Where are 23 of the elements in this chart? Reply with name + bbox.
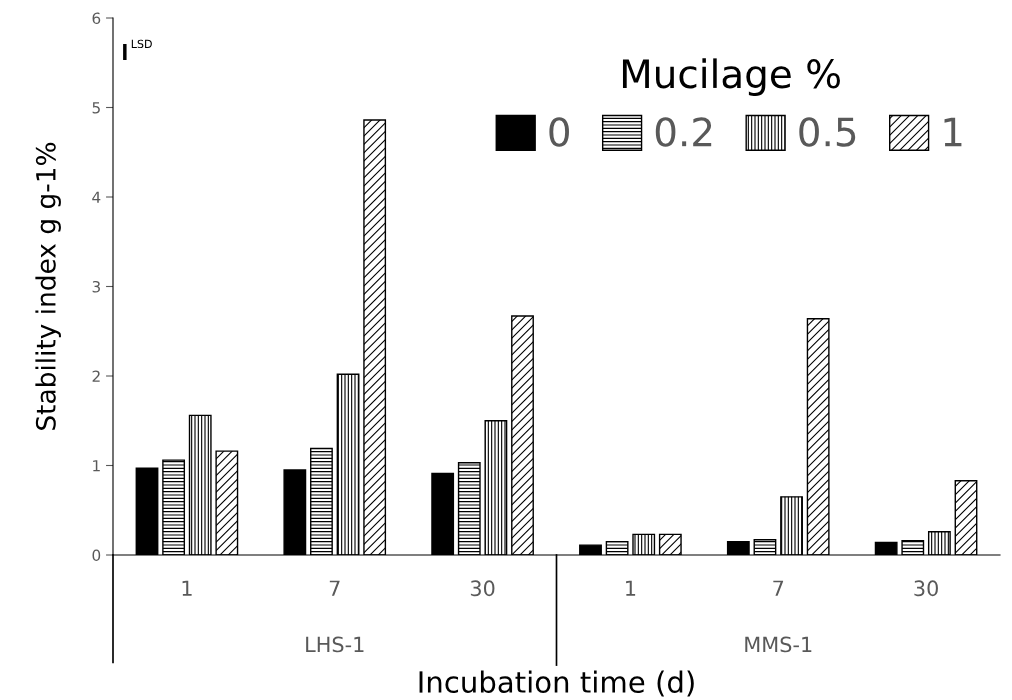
legend-label: 0.5 — [799, 117, 856, 147]
annotation: LSD — [131, 39, 152, 49]
y-tick-label: 2 — [92, 370, 100, 382]
x-tick-label: 30 — [470, 580, 495, 597]
text: MMS-1 — [745, 636, 812, 653]
x-tick-label: 1 — [182, 580, 192, 596]
x-tick-label: 7 — [329, 580, 340, 596]
x-tick-label: 7 — [773, 580, 784, 596]
y-axis-title: Stability index g g-1% — [35, 142, 61, 430]
text: LHS-1 — [306, 636, 364, 653]
legend-label: 0 — [549, 117, 569, 147]
y-tick-label: 4 — [92, 191, 101, 203]
y-tick-label: 3 — [92, 280, 100, 293]
x-axis-title: Incubation time (d) — [419, 670, 694, 697]
y-tick-label: 0 — [92, 549, 101, 562]
legend-title: Mucilage % — [622, 58, 840, 97]
legend-label: 1 — [944, 117, 962, 147]
x-tick-label: 1 — [626, 580, 636, 596]
legend-label: 0.2 — [655, 117, 712, 147]
x-tick-label: 30 — [914, 580, 938, 597]
y-tick-label: 6 — [92, 12, 101, 25]
y-tick-label: 1 — [93, 460, 100, 472]
y-tick-label: 5 — [92, 102, 100, 114]
